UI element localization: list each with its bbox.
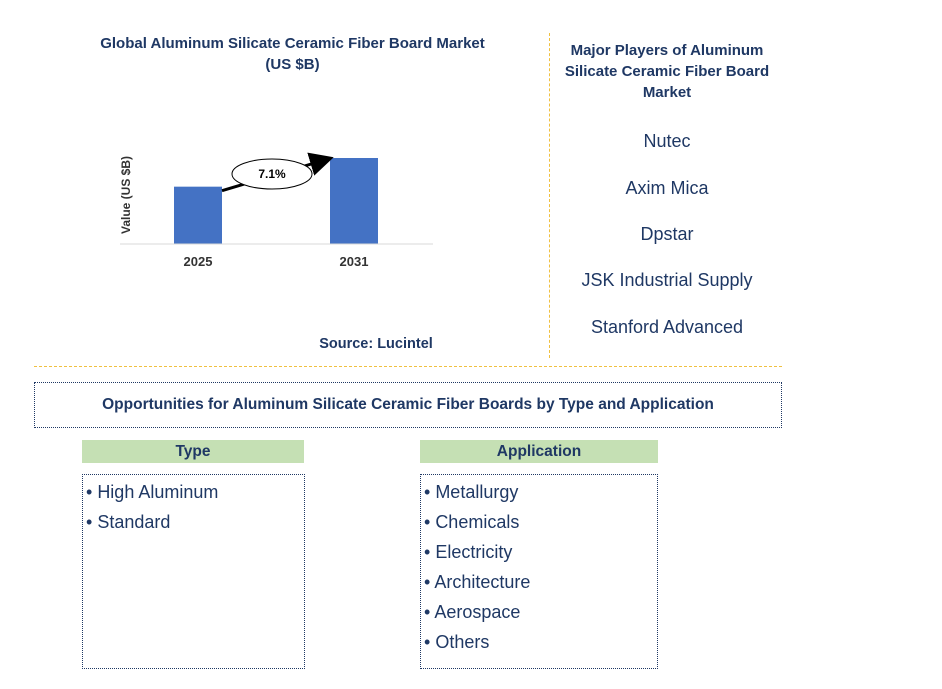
bar-2031 — [330, 158, 378, 244]
opportunities-title: Opportunities for Aluminum Silicate Cera… — [102, 396, 714, 413]
bar-2025 — [174, 186, 222, 244]
application-item-label: Aerospace — [434, 602, 521, 622]
player-item: Axim Mica — [625, 178, 709, 198]
chart-title-line-1: Global Aluminum Silicate Ceramic Fiber B… — [100, 35, 485, 52]
y-axis-label: Value (US $B) — [119, 156, 133, 234]
application-item-label: Chemicals — [435, 512, 520, 532]
type-item-label: Standard — [97, 512, 171, 532]
list-item: • Others — [424, 632, 490, 652]
bar-chart: Value (US $B) 2025 2031 7.1% — [119, 152, 433, 269]
application-item-label: Others — [435, 632, 490, 652]
player-item: JSK Industrial Supply — [581, 270, 753, 290]
chart-title: Global Aluminum Silicate Ceramic Fiber B… — [60, 33, 525, 75]
type-header: Type — [82, 440, 304, 463]
type-list: • High Aluminum • Standard — [82, 474, 305, 669]
application-item-label: Architecture — [434, 572, 531, 592]
application-item-label: Metallurgy — [435, 482, 519, 502]
list-item: • Standard — [86, 512, 171, 532]
player-item: Dpstar — [640, 224, 694, 244]
x-tick-label: 2025 — [184, 254, 213, 269]
horizontal-divider — [34, 366, 782, 367]
list-item: • Aerospace — [424, 602, 521, 622]
application-header: Application — [420, 440, 658, 463]
list-item: • Chemicals — [424, 512, 520, 532]
cagr-label: 7.1% — [258, 167, 286, 181]
players-title-line-1: Major Players of Aluminum — [570, 42, 764, 59]
list-item: • High Aluminum — [86, 482, 219, 502]
source-label: Source: Lucintel — [319, 336, 433, 352]
cagr-bubble — [231, 158, 313, 190]
vertical-divider — [549, 33, 550, 358]
opportunities-banner: Opportunities for Aluminum Silicate Cera… — [34, 382, 782, 428]
list-item: • Electricity — [424, 542, 513, 562]
list-item: • Architecture — [424, 572, 531, 592]
application-list: • Metallurgy • Chemicals • Electricity •… — [420, 474, 658, 669]
player-item: Nutec — [643, 131, 691, 151]
list-item: • Metallurgy — [424, 482, 519, 502]
x-tick-label: 2031 — [340, 254, 369, 269]
player-item: Stanford Advanced — [590, 317, 744, 337]
chart-title-line-2: (US $B) — [265, 56, 320, 73]
players-title-line-3: Market — [642, 84, 692, 101]
application-item-label: Electricity — [435, 542, 513, 562]
type-item-label: High Aluminum — [97, 482, 219, 502]
players-title: Major Players of Aluminum Silicate Ceram… — [556, 40, 778, 103]
players-title-line-2: Silicate Ceramic Fiber Board — [564, 63, 770, 80]
